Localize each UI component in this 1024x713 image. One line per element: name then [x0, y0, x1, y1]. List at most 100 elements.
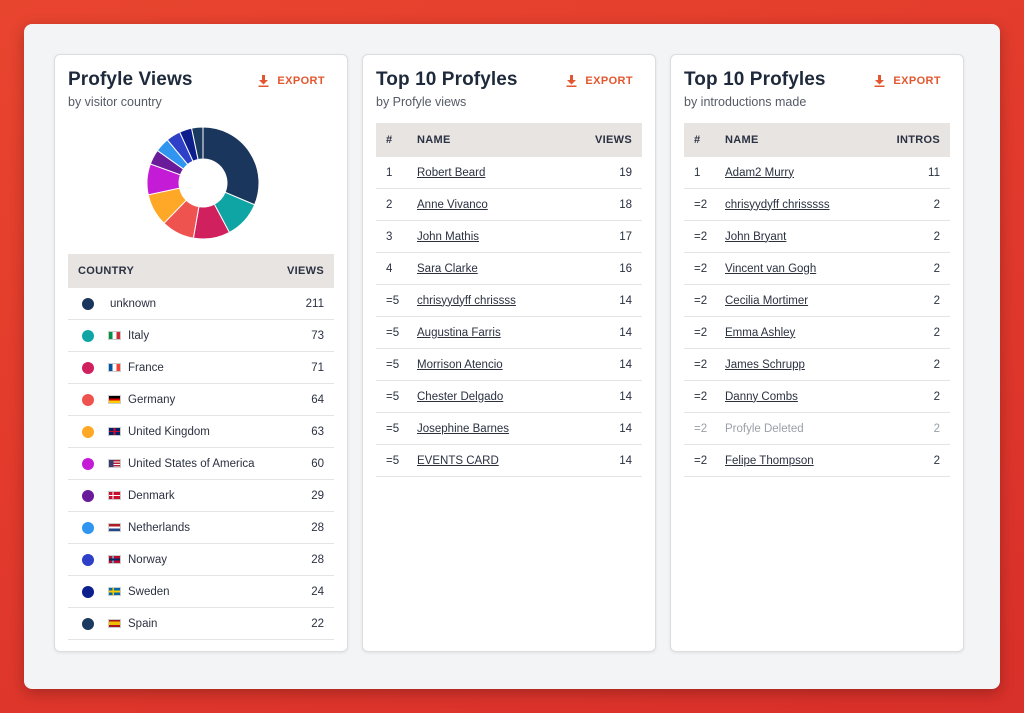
donut-slice-spain — [190, 126, 204, 161]
table-row: =5 Chester Delgado 14 — [376, 381, 642, 413]
table-row: =2 Vincent van Gogh 2 — [684, 253, 950, 285]
column-header-rank: # — [694, 134, 701, 146]
legend-swatch — [82, 457, 94, 470]
table-row: =2 John Bryant 2 — [684, 221, 950, 253]
views-count: 22 — [311, 617, 324, 630]
name-cell: Vincent van Gogh — [725, 263, 890, 275]
card-title: Top 10 Profyles — [376, 69, 518, 90]
views-count: 211 — [305, 297, 324, 310]
profile-link[interactable]: chrisyydyff chrissss — [417, 294, 516, 307]
rank: =5 — [386, 390, 400, 403]
profile-link[interactable]: Sara Clarke — [417, 262, 478, 275]
country-cell: Italy — [108, 330, 274, 342]
column-header-name: NAME — [417, 134, 451, 146]
export-button[interactable]: EXPORT — [258, 75, 325, 87]
profile-link[interactable]: Felipe Thompson — [725, 454, 814, 467]
value: 18 — [619, 198, 632, 211]
profile-link[interactable]: John Bryant — [725, 230, 787, 243]
country-cell: Norway — [108, 554, 274, 566]
rank: =5 — [386, 422, 400, 435]
value: 2 — [933, 230, 940, 243]
country-name: Italy — [128, 329, 150, 342]
table-row: France 71 — [68, 352, 334, 384]
rank: =2 — [694, 326, 708, 339]
table-row: =5 Morrison Atencio 14 — [376, 349, 642, 381]
export-label: EXPORT — [585, 75, 633, 87]
table-row: 1 Robert Beard 19 — [376, 157, 642, 189]
profile-link[interactable]: Vincent van Gogh — [725, 262, 817, 275]
views-by-country-card: Profyle Views by visitor country EXPORT … — [54, 54, 348, 652]
views-count: 63 — [311, 425, 324, 438]
donut-slice-unknown — [202, 126, 260, 206]
profile-link[interactable]: Augustina Farris — [417, 326, 501, 339]
country-name: Spain — [128, 617, 158, 630]
us-flag-icon — [108, 459, 121, 468]
top-views-card: Top 10 Profyles by Profyle views EXPORT … — [362, 54, 656, 652]
country-cell: Spain — [108, 618, 274, 630]
legend-cell — [68, 489, 108, 502]
legend-swatch — [82, 425, 94, 438]
profile-link[interactable]: Anne Vivanco — [417, 198, 488, 211]
table-row: =2 Felipe Thompson 2 — [684, 445, 950, 477]
name-cell: Felipe Thompson — [725, 455, 890, 467]
table-row: =5 EVENTS CARD 14 — [376, 445, 642, 477]
legend-swatch — [82, 617, 94, 630]
name-cell: Augustina Farris — [417, 327, 582, 339]
table-header: # NAME INTROS — [684, 123, 950, 157]
no-flag-icon — [108, 555, 121, 564]
export-button[interactable]: EXPORT — [874, 75, 941, 87]
rank: =2 — [694, 390, 708, 403]
profile-link[interactable]: Cecilia Mortimer — [725, 294, 809, 307]
dashboard-frame: Profyle Views by visitor country EXPORT … — [24, 24, 1000, 689]
table-row: =2 Profyle Deleted 2 — [684, 413, 950, 445]
rank: =5 — [386, 358, 400, 371]
top-views-table-body: 1 Robert Beard 19 2 Anne Vivanco 18 3 John Math… — [376, 157, 642, 477]
export-button[interactable]: EXPORT — [566, 75, 633, 87]
profile-link[interactable]: Morrison Atencio — [417, 358, 503, 371]
name-cell: EVENTS CARD — [417, 455, 582, 467]
profile-link[interactable]: Chester Delgado — [417, 390, 504, 403]
legend-cell — [68, 617, 108, 630]
value: 14 — [619, 294, 632, 307]
table-row: Sweden 24 — [68, 576, 334, 608]
name-cell: Adam2 Murry — [725, 167, 890, 179]
views-count: 29 — [311, 489, 324, 502]
legend-swatch — [82, 361, 94, 374]
country-name: unknown — [110, 297, 157, 310]
value: 2 — [933, 294, 940, 307]
value: 14 — [619, 326, 632, 339]
name-cell: Robert Beard — [417, 167, 582, 179]
country-name: Denmark — [128, 489, 175, 502]
nl-flag-icon — [108, 523, 121, 532]
table-row: 4 Sara Clarke 16 — [376, 253, 642, 285]
country-cell: Sweden — [108, 586, 274, 598]
profile-link[interactable]: John Mathis — [417, 230, 480, 243]
top-intros-table-body: 1 Adam2 Murry 11 =2 chrisyydyff chrisssss 2 =2… — [684, 157, 950, 477]
legend-cell — [68, 425, 108, 438]
table-row: =5 Augustina Farris 14 — [376, 317, 642, 349]
de-flag-icon — [108, 395, 121, 404]
profile-link[interactable]: chrisyydyff chrisssss — [725, 198, 830, 211]
value: 16 — [619, 262, 632, 275]
profile-link[interactable]: Robert Beard — [417, 166, 486, 179]
rank: 1 — [694, 166, 701, 179]
legend-cell — [68, 521, 108, 534]
legend-cell — [68, 329, 108, 342]
rank: =2 — [694, 230, 708, 243]
legend-cell — [68, 393, 108, 406]
profile-link[interactable]: Emma Ashley — [725, 326, 796, 339]
download-icon — [258, 75, 269, 87]
card-title: Top 10 Profyles — [684, 69, 826, 90]
profile-link[interactable]: James Schrupp — [725, 358, 805, 371]
fr-flag-icon — [108, 363, 121, 372]
profile-link[interactable]: EVENTS CARD — [417, 454, 499, 467]
value: 11 — [928, 166, 940, 179]
profile-link[interactable]: Adam2 Murry — [725, 166, 795, 179]
profile-link[interactable]: Danny Combs — [725, 390, 798, 403]
views-count: 71 — [311, 361, 324, 374]
profile-link[interactable]: Josephine Barnes — [417, 422, 510, 435]
legend-swatch — [82, 489, 94, 502]
table-row: Norway 28 — [68, 544, 334, 576]
rank: =5 — [386, 454, 400, 467]
table-row: Italy 73 — [68, 320, 334, 352]
